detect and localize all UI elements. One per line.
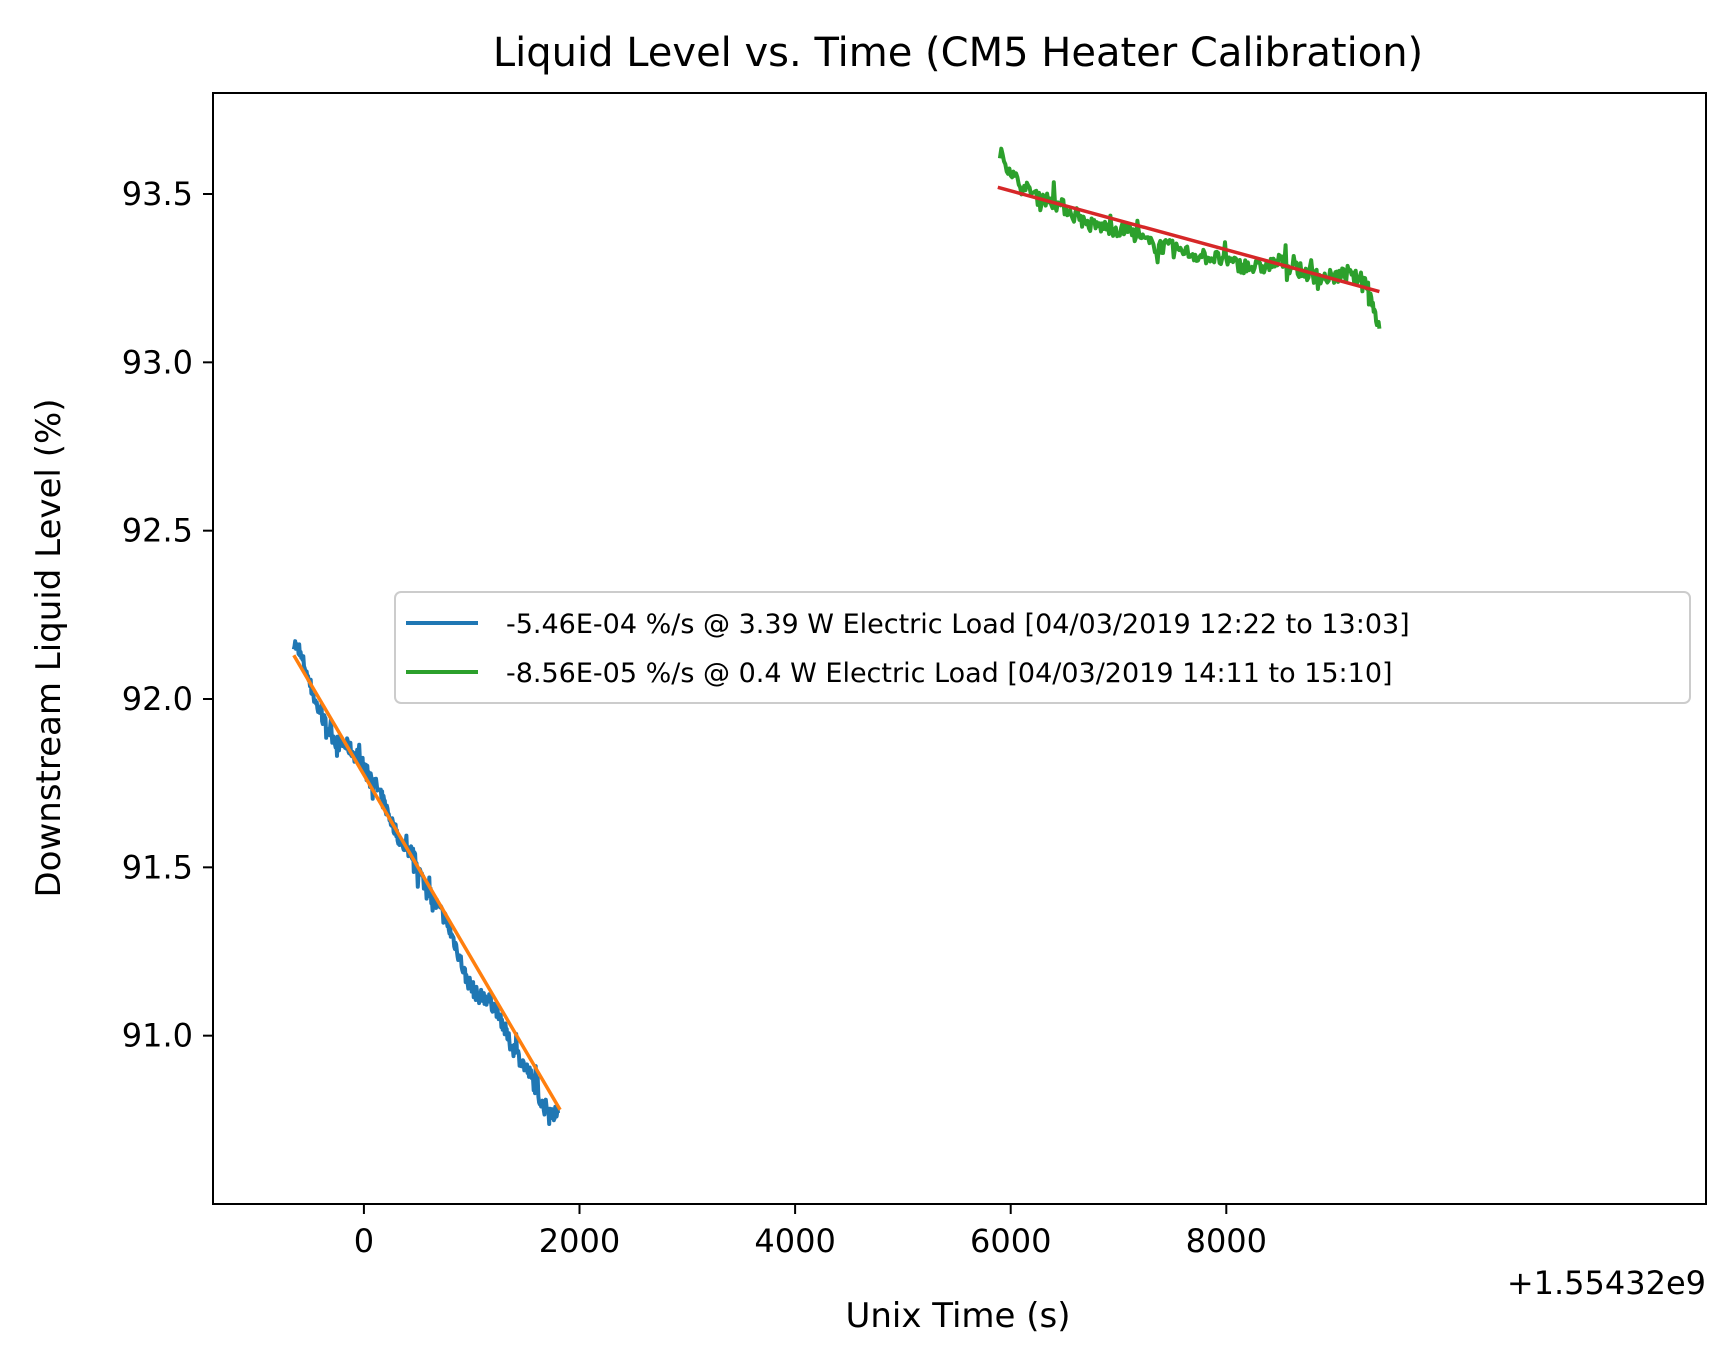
legend-frame (394, 591, 1691, 704)
y-tick-label: 91.5 (122, 848, 193, 886)
x-axis-label: Unix Time (s) (845, 1296, 1070, 1336)
legend-label-2: -8.56E-05 %/s @ 0.4 W Electric Load [04/… (506, 658, 1393, 689)
y-tick-label: 93.0 (122, 343, 193, 381)
y-tick-label: 93.5 (122, 175, 193, 213)
x-tick-label: 0 (354, 1222, 374, 1260)
ticks-layer: 0 2000 4000 6000 8000 91.0 91.5 92.0 92.5 93.0 93.… (122, 175, 1267, 1260)
x-tick-label: 4000 (754, 1222, 835, 1260)
x-tick-label: 2000 (539, 1222, 620, 1260)
legend-label-1: -5.46E-04 %/s @ 3.39 W Electric Load [04… (506, 609, 1410, 640)
series-layer (291, 146, 1382, 1126)
fit-line-3 (997, 185, 1380, 294)
legend: -5.46E-04 %/s @ 3.39 W Electric Load [04… (394, 591, 1691, 704)
plot-frame (212, 92, 1707, 1205)
x-offset-text: +1.55432e9 (1507, 1264, 1706, 1302)
data-series-2 (997, 146, 1382, 329)
x-tick-label: 6000 (970, 1222, 1051, 1260)
y-tick-label: 92.5 (122, 512, 193, 550)
plot-area: 0 2000 4000 6000 8000 91.0 91.5 92.0 92.5 93.0 93.… (122, 92, 1707, 1260)
y-axis-label: Downstream Liquid Level (%) (29, 398, 69, 897)
y-tick-label: 92.0 (122, 680, 193, 718)
chart-title: Liquid Level vs. Time (CM5 Heater Calibr… (493, 30, 1423, 76)
fit-line-1 (292, 654, 562, 1111)
y-tick-label: 91.0 (122, 1017, 193, 1055)
x-tick-label: 8000 (1186, 1222, 1267, 1260)
